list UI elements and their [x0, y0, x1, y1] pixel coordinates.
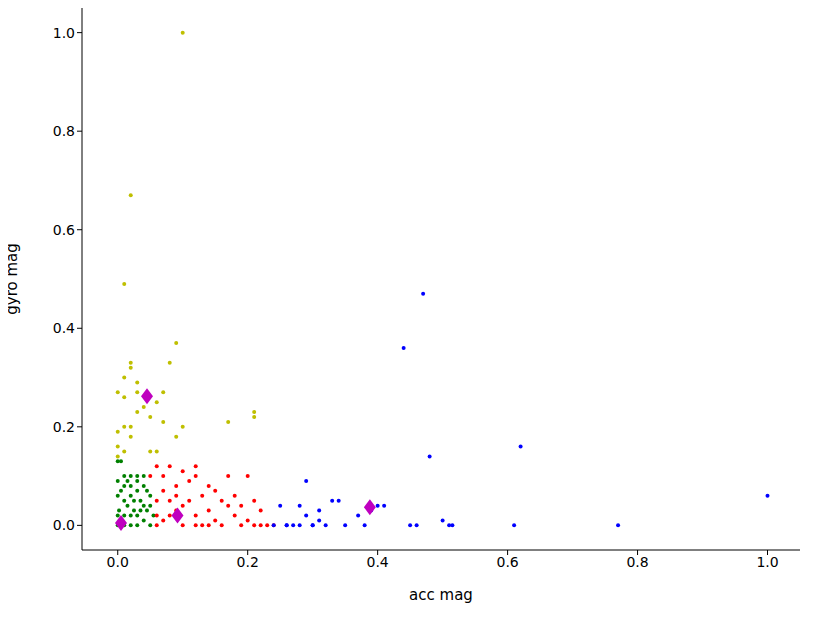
svg-text:1.0: 1.0 [53, 25, 75, 41]
svg-text:0.8: 0.8 [626, 554, 648, 570]
svg-text:0.6: 0.6 [496, 554, 518, 570]
svg-text:0.4: 0.4 [367, 554, 389, 570]
svg-text:acc mag: acc mag [409, 586, 473, 604]
svg-text:0.6: 0.6 [53, 222, 75, 238]
svg-text:1.0: 1.0 [756, 554, 778, 570]
svg-text:0.0: 0.0 [107, 554, 129, 570]
svg-text:gyro mag: gyro mag [8, 243, 21, 315]
svg-text:0.4: 0.4 [53, 320, 75, 336]
svg-text:0.8: 0.8 [53, 123, 75, 139]
svg-text:0.0: 0.0 [53, 517, 75, 533]
svg-text:0.2: 0.2 [237, 554, 259, 570]
svg-text:0.2: 0.2 [53, 419, 75, 435]
